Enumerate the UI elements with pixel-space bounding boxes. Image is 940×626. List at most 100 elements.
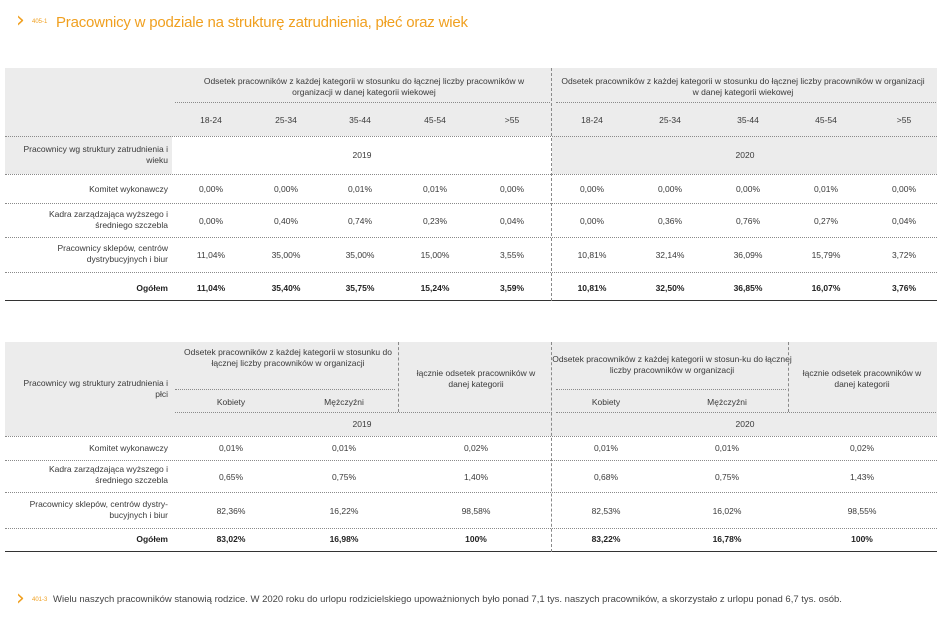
age-col-2019: 18-24 [200, 115, 222, 125]
cell-total: 100% [851, 534, 873, 544]
age-col-2019: 35-44 [349, 115, 371, 125]
cell: 3,55% [499, 250, 525, 260]
age-col-2020: 18-24 [581, 115, 603, 125]
age-col-2020: 35-44 [737, 115, 759, 125]
cell: 10,81% [577, 250, 607, 260]
men-col-2019: Mężczyźni [324, 397, 364, 407]
cell: 1,43% [849, 472, 875, 482]
year-2019: 2019 [352, 419, 372, 429]
table1-header-2020: Odsetek pracowników z każdej kategorii w… [561, 76, 925, 97]
cell-total: 16,98% [329, 534, 359, 544]
cell: 16,22% [329, 506, 359, 516]
age-col-2019: >55 [504, 115, 520, 125]
cell: 0,75% [331, 472, 357, 482]
table1-row-header: Pracownicy wg struktury zatrudnienia i w… [23, 144, 168, 165]
cell: 0,74% [347, 216, 373, 226]
cell: 98,55% [847, 506, 877, 516]
age-col-2020: 45-54 [815, 115, 837, 125]
cell: 1,40% [463, 472, 489, 482]
cell-total: 36,85% [733, 283, 763, 293]
cell: 15,00% [420, 250, 450, 260]
year-2020: 2020 [735, 150, 755, 160]
cell: 0,65% [218, 472, 244, 482]
cell: 0,01% [218, 443, 244, 453]
cell-total: 35,40% [271, 283, 301, 293]
gri-ref: 401-3 [32, 597, 48, 603]
cell-total: 83,22% [591, 534, 621, 544]
cell: 0,00% [198, 216, 224, 226]
age-col-2019: 45-54 [424, 115, 446, 125]
row-label: Pracownicy sklepów, centrów dystrybucyjn… [57, 243, 168, 264]
age-col-2019: 25-34 [275, 115, 297, 125]
cell: 0,23% [422, 216, 448, 226]
cell: 35,00% [345, 250, 375, 260]
cell: 0,01% [347, 184, 373, 194]
cell-total: 32,50% [655, 283, 685, 293]
women-col-2020: Kobiety [591, 397, 621, 407]
cell: 0,40% [273, 216, 299, 226]
cell: 0,00% [273, 184, 299, 194]
table2-total-header-2019: łącznie odsetek pracowników w danej kate… [416, 368, 536, 389]
cell: 82,53% [591, 506, 621, 516]
cell: 0,01% [593, 443, 619, 453]
row-label: Kadra zarządzająca wyższego i średniego … [48, 464, 168, 485]
table2-share-header-2019: Odsetek pracowników z każdej kategorii w… [184, 347, 392, 368]
year-2020: 2020 [735, 419, 755, 429]
cell-total: 3,59% [499, 283, 525, 293]
cell: 0,02% [849, 443, 875, 453]
table2-row-header: Pracownicy wg struktury zatrudnienia i p… [23, 378, 168, 399]
cell-total: 11,04% [196, 283, 226, 293]
cell: 35,00% [271, 250, 301, 260]
cell-total: 15,24% [420, 283, 450, 293]
cell: 36,09% [733, 250, 763, 260]
cell: 3,72% [891, 250, 917, 260]
women-col-2019: Kobiety [216, 397, 246, 407]
cell: 0,02% [463, 443, 489, 453]
row-label: Kadra zarządzająca wyższego i średniego … [48, 209, 168, 230]
cell: 0,76% [735, 216, 761, 226]
cell: 0,00% [198, 184, 224, 194]
cell-total: 10,81% [577, 283, 607, 293]
cell: 0,01% [331, 443, 357, 453]
chevron-right-icon: › [16, 586, 25, 611]
row-label: Komitet wykonawczy [89, 184, 168, 194]
cell: 82,36% [216, 506, 246, 516]
age-col-2020: >55 [896, 115, 912, 125]
men-col-2020: Mężczyźni [707, 397, 747, 407]
cell-total: 16,78% [712, 534, 742, 544]
row-label-total: Ogółem [136, 534, 168, 544]
cell: 0,75% [714, 472, 740, 482]
year-2019: 2019 [352, 150, 372, 160]
row-label: Komitet wykonawczy [89, 443, 168, 453]
cell: 0,68% [593, 472, 619, 482]
cell: 0,04% [499, 216, 525, 226]
cell: 0,01% [422, 184, 448, 194]
cell-total: 35,75% [345, 283, 375, 293]
cell-total: 16,07% [811, 283, 841, 293]
cell: 0,01% [813, 184, 839, 194]
chevron-right-icon: › [16, 8, 25, 33]
cell: 15,79% [811, 250, 841, 260]
cell: 0,36% [657, 216, 683, 226]
cell: 11,04% [196, 250, 226, 260]
footnote-text: Wielu naszych pracowników stanowią rodzi… [53, 594, 842, 605]
table1-header-2019: Odsetek pracowników z każdej kategorii w… [203, 76, 525, 97]
row-label-total: Ogółem [136, 283, 168, 293]
cell: 0,00% [579, 184, 605, 194]
cell: 0,00% [657, 184, 683, 194]
cell-total: 83,02% [216, 534, 246, 544]
cell-total: 3,76% [891, 283, 917, 293]
cell: 0,00% [579, 216, 605, 226]
table2-share-header-2020: Odsetek pracowników z każdej kategorii w… [552, 354, 792, 375]
cell: 0,04% [891, 216, 917, 226]
age-col-2020: 25-34 [659, 115, 681, 125]
cell: 0,01% [714, 443, 740, 453]
cell: 0,27% [813, 216, 839, 226]
cell: 16,02% [712, 506, 742, 516]
cell: 0,00% [891, 184, 917, 194]
row-label: Pracownicy sklepów, centrów dystry-bucyj… [29, 499, 168, 520]
table2-total-header-2020: łącznie odsetek pracowników w danej kate… [802, 368, 922, 389]
page-title: Pracownicy w podziale na strukturę zatru… [56, 14, 468, 31]
cell: 32,14% [655, 250, 685, 260]
gri-ref: 405-1 [32, 19, 48, 25]
